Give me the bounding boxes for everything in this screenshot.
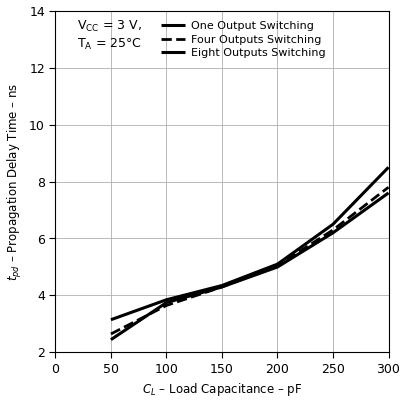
Four Outputs Switching	[330, 227, 335, 232]
Line: One Output Switching: One Output Switching	[111, 167, 388, 320]
Y-axis label: $t_{pd}$ – Propagation Delay Time – ns: $t_{pd}$ – Propagation Delay Time – ns	[6, 82, 23, 281]
Eight Outputs Switching	[385, 191, 390, 196]
Four Outputs Switching	[219, 284, 224, 289]
X-axis label: $C_L$ – Load Capacitance – pF: $C_L$ – Load Capacitance – pF	[141, 381, 301, 398]
One Output Switching	[274, 262, 279, 267]
Line: Four Outputs Switching: Four Outputs Switching	[111, 187, 388, 334]
Eight Outputs Switching	[330, 230, 335, 235]
Eight Outputs Switching	[164, 300, 168, 305]
One Output Switching	[108, 317, 113, 322]
Legend: One Output Switching, Four Outputs Switching, Eight Outputs Switching: One Output Switching, Four Outputs Switc…	[160, 21, 325, 58]
Line: Eight Outputs Switching: Eight Outputs Switching	[111, 193, 388, 340]
One Output Switching	[385, 165, 390, 170]
One Output Switching	[219, 283, 224, 288]
Eight Outputs Switching	[108, 337, 113, 342]
Text: V$_{\mathsf{CC}}$ = 3 V,
T$_{\mathsf{A}}$ = 25°C: V$_{\mathsf{CC}}$ = 3 V, T$_{\mathsf{A}}…	[77, 19, 142, 51]
Four Outputs Switching	[274, 263, 279, 268]
One Output Switching	[330, 222, 335, 227]
One Output Switching	[164, 297, 168, 302]
Four Outputs Switching	[108, 332, 113, 337]
Four Outputs Switching	[164, 303, 168, 308]
Eight Outputs Switching	[274, 265, 279, 269]
Four Outputs Switching	[385, 185, 390, 189]
Eight Outputs Switching	[219, 284, 224, 289]
